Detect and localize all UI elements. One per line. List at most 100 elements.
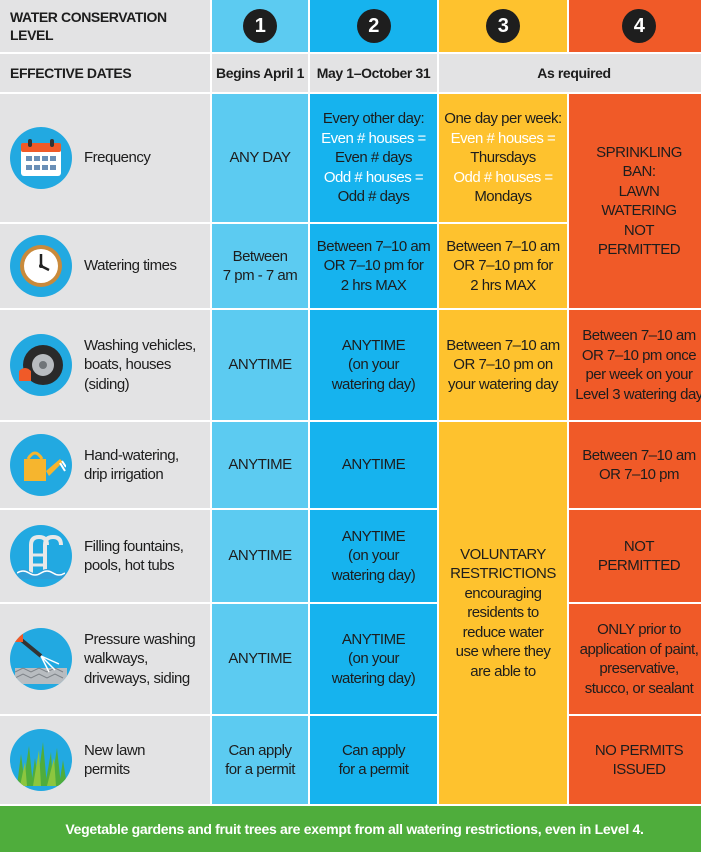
text-line: (on your xyxy=(347,356,400,374)
watering-times-row-label: Watering times xyxy=(0,224,210,308)
calendar-icon xyxy=(10,127,72,189)
text-line: One day per week: xyxy=(444,110,562,128)
text-line: stucco, or sealant xyxy=(584,679,694,697)
lawn-permits-label: New lawn permits xyxy=(84,741,146,780)
frequency-level-2: Every other day: Even # houses = Even # … xyxy=(310,94,437,222)
watering-times-level-3: Between 7–10 am OR 7–10 pm for 2 hrs MAX xyxy=(439,224,567,308)
pool-ladder-icon xyxy=(10,525,72,587)
text-line: are able to xyxy=(470,662,536,680)
exemption-footer: Vegetable gardens and fruit trees are ex… xyxy=(0,806,701,852)
level-4-sprinkling-ban: SPRINKLING BAN: LAWN WATERING NOT PERMIT… xyxy=(569,94,701,308)
text-line: ANYTIME xyxy=(341,630,406,648)
text-line: residents to xyxy=(467,604,539,622)
text-line: watering day) xyxy=(331,669,416,687)
text-line: NOT xyxy=(623,221,655,239)
text-line: Can apply xyxy=(228,741,292,759)
frequency-row-label: Frequency xyxy=(0,94,210,222)
lawn-permits-level-2: Can apply for a permit xyxy=(310,716,437,804)
fountains-level-1: ANYTIME xyxy=(212,510,308,602)
text-line: OR 7–10 pm for xyxy=(453,257,553,275)
text-line: Thursdays xyxy=(470,149,536,167)
text-line: ONLY prior to xyxy=(597,621,681,638)
text-line: Pressure washing xyxy=(84,630,196,648)
text-line: pools, hot tubs xyxy=(84,557,175,574)
text-line: Level 3 watering day xyxy=(575,385,701,403)
washing-level-2: ANYTIME (on your watering day) xyxy=(310,310,437,420)
text-line: walkways, xyxy=(84,650,148,668)
hand-watering-label: Hand-watering, drip irrigation xyxy=(84,446,179,485)
text-line: Even # houses = xyxy=(450,129,556,147)
watering-times-label: Watering times xyxy=(84,257,177,275)
pressure-washing-level-4: ONLY prior to application of paint, pres… xyxy=(569,604,701,714)
text-line: PERMITTED xyxy=(597,557,681,574)
text-line: Between 7–10 am xyxy=(446,237,560,255)
text-line: for a permit xyxy=(225,761,295,778)
text-line: Can apply xyxy=(341,741,406,759)
text-line: Between 7–10 am xyxy=(582,446,696,464)
text-line: (siding) xyxy=(84,375,130,393)
text-line: OR 7–10 pm on xyxy=(453,356,553,374)
frequency-level-1: ANY DAY xyxy=(212,94,308,222)
text-line: watering day) xyxy=(331,375,416,393)
tire-icon xyxy=(10,334,72,396)
table-title: WATER CONSERVATION LEVEL xyxy=(0,0,210,52)
text-line: New lawn xyxy=(84,741,146,759)
level-2-date: May 1–October 31 xyxy=(310,54,437,92)
text-line: SPRINKLING xyxy=(596,143,682,161)
text-line: use where they xyxy=(455,643,551,661)
hand-watering-level-2: ANYTIME xyxy=(310,422,437,508)
text-line: Washing vehicles, xyxy=(84,336,196,354)
text-line: OR 7–10 pm for xyxy=(323,257,424,275)
text-line: RESTRICTIONS xyxy=(450,565,556,583)
pressure-washing-level-1: ANYTIME xyxy=(212,604,308,714)
text-line: permits xyxy=(84,761,130,778)
hand-watering-level-1: ANYTIME xyxy=(212,422,308,508)
text-line: Odd # houses = xyxy=(453,168,553,186)
text-line: boats, houses xyxy=(84,356,171,374)
fountains-level-2: ANYTIME (on your watering day) xyxy=(310,510,437,602)
text-line: Mondays xyxy=(474,188,532,206)
text-line: application of paint, xyxy=(579,640,699,658)
fountains-label: Filling fountains, pools, hot tubs xyxy=(84,537,184,576)
text-line: Between 7–10 am xyxy=(582,327,696,344)
text-line: Hand-watering, xyxy=(84,446,179,464)
text-line: reduce water xyxy=(462,623,544,641)
text-line: Even # houses = xyxy=(321,129,426,147)
pressure-washing-row-label: Pressure washing walkways, driveways, si… xyxy=(0,604,210,714)
text-line: LAWN xyxy=(618,182,660,200)
text-line: 2 hrs MAX xyxy=(340,276,407,294)
text-line: encouraging xyxy=(464,584,542,602)
lawn-permits-level-4: NO PERMITS ISSUED xyxy=(569,716,701,804)
lawn-permits-row-label: New lawn permits xyxy=(0,716,210,804)
level-3-badge: 3 xyxy=(486,9,520,43)
text-line: NOT xyxy=(623,537,655,555)
text-line: Odd # days xyxy=(337,188,410,206)
text-line: Every other day: xyxy=(322,110,425,128)
grass-icon xyxy=(10,729,72,791)
clock-icon xyxy=(10,235,72,297)
washing-level-4: Between 7–10 am OR 7–10 pm once per week… xyxy=(569,310,701,420)
text-line: driveways, siding xyxy=(84,669,190,687)
text-line: NO PERMITS xyxy=(594,741,684,759)
text-line: WATERING xyxy=(601,202,677,219)
watering-can-icon xyxy=(10,434,72,496)
level-1-badge: 1 xyxy=(243,9,277,43)
text-line: OR 7–10 pm xyxy=(598,466,680,483)
text-line: PERMITTED xyxy=(597,241,681,258)
text-line: for a permit xyxy=(338,761,409,778)
text-line: Even # days xyxy=(334,149,413,167)
level-4-header: 4 xyxy=(569,0,701,52)
frequency-level-3: One day per week: Even # houses = Thursd… xyxy=(439,94,567,222)
text-line: ANYTIME xyxy=(341,527,406,545)
text-line: Between xyxy=(232,247,288,265)
level-3-4-date: As required xyxy=(439,54,701,92)
fountains-row-label: Filling fountains, pools, hot tubs xyxy=(0,510,210,602)
level-1-header: 1 xyxy=(212,0,308,52)
fountains-level-4: NOT PERMITTED xyxy=(569,510,701,602)
pressure-washing-label: Pressure washing walkways, driveways, si… xyxy=(84,630,196,689)
watering-times-level-1: Between 7 pm - 7 am xyxy=(212,224,308,308)
text-line: watering day) xyxy=(331,566,416,584)
text-line: 2 hrs MAX xyxy=(470,276,536,294)
text-line: (on your xyxy=(347,547,400,565)
level-2-badge: 2 xyxy=(356,9,391,43)
